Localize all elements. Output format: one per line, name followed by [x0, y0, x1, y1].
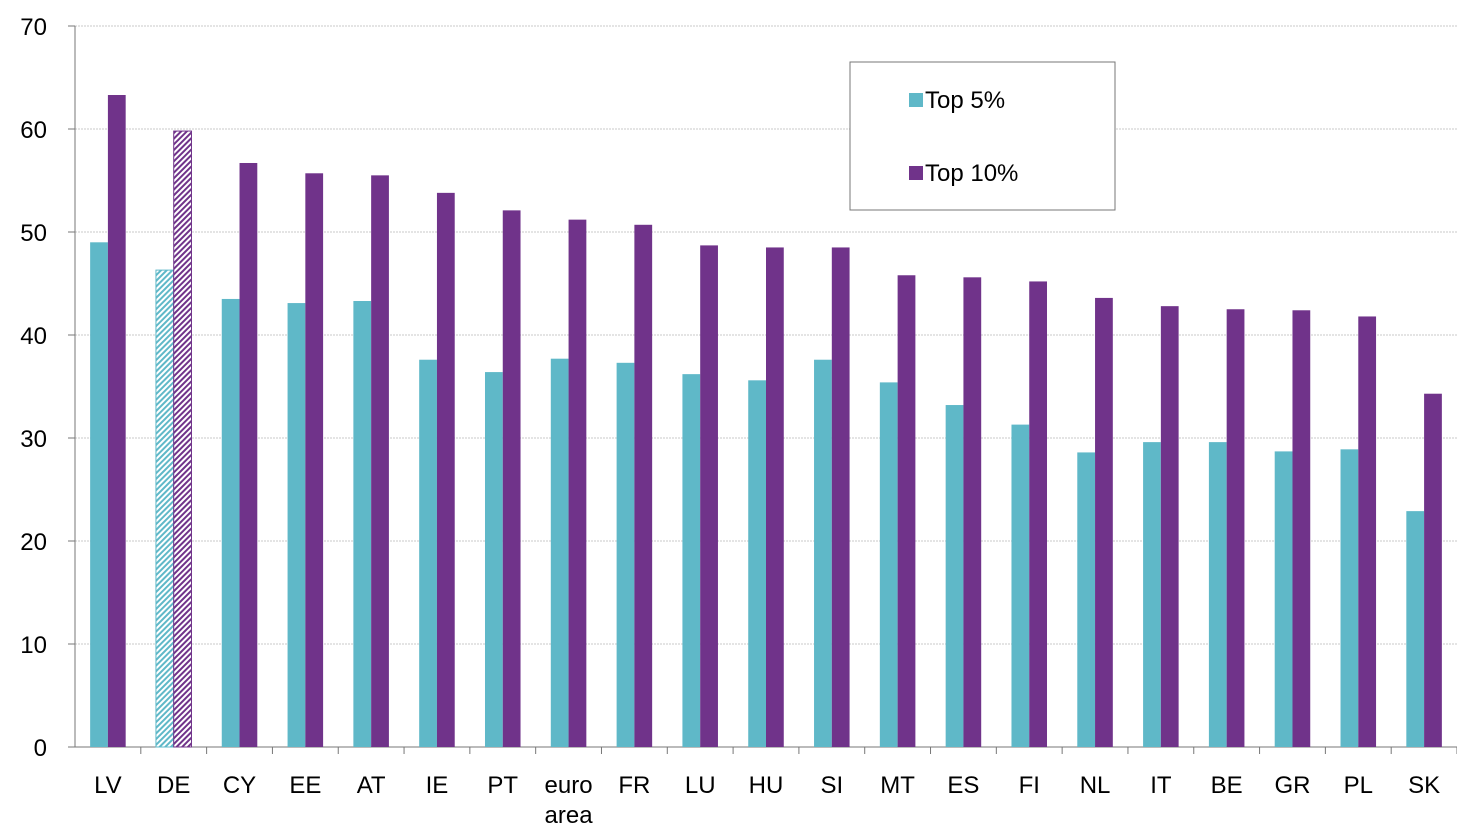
bar — [1077, 452, 1096, 747]
legend-box — [849, 61, 1116, 211]
legend-swatch — [909, 93, 923, 107]
x-tick-label: LV — [94, 772, 122, 799]
bar — [700, 245, 718, 747]
y-tick-label: 30 — [20, 426, 47, 453]
bar — [107, 95, 126, 747]
bar — [897, 275, 916, 747]
bar — [1226, 309, 1245, 747]
bar — [221, 298, 240, 747]
bar — [1029, 281, 1048, 747]
x-tick-label: PL — [1344, 772, 1373, 799]
legend-label: Top 5% — [925, 87, 1005, 114]
bar — [1424, 393, 1442, 747]
x-tick-label: MT — [880, 772, 915, 799]
bar — [1292, 310, 1311, 747]
bar — [353, 301, 372, 747]
x-tick-label: FI — [1019, 772, 1040, 799]
bar — [568, 219, 587, 747]
bar — [963, 277, 982, 747]
x-tick-label: SI — [820, 772, 843, 799]
bar — [748, 380, 766, 747]
x-tick-label: GR — [1274, 772, 1310, 799]
y-tick-label: 0 — [34, 735, 47, 762]
bar — [879, 382, 898, 747]
bar — [371, 175, 389, 748]
bar — [616, 362, 635, 747]
bar — [419, 359, 437, 747]
x-tick-label: NL — [1080, 772, 1111, 799]
bar — [1095, 297, 1113, 747]
x-tick-label: SK — [1408, 772, 1440, 799]
bar — [287, 303, 306, 747]
bar — [1208, 442, 1227, 747]
bar — [766, 247, 784, 747]
x-tick-label: HU — [749, 772, 784, 799]
x-tick-label: DE — [157, 772, 190, 799]
bar — [682, 374, 701, 747]
bar — [484, 372, 503, 747]
bar — [502, 210, 521, 747]
bar — [550, 358, 569, 747]
x-tick-label: IT — [1150, 772, 1172, 799]
bar — [173, 130, 192, 748]
bar — [239, 162, 258, 748]
bar — [305, 173, 324, 748]
bar — [1358, 316, 1377, 747]
x-tick-label: AT — [357, 772, 386, 799]
y-tick-label: 70 — [20, 14, 47, 41]
bar — [1274, 451, 1293, 747]
x-tick-label: euro area — [545, 772, 594, 829]
x-tick-label: CY — [223, 772, 256, 799]
y-tick-label: 50 — [20, 220, 47, 247]
y-tick-label: 10 — [20, 632, 47, 659]
bar — [814, 359, 832, 747]
bar — [1340, 449, 1359, 747]
y-tick-label: 40 — [20, 323, 47, 350]
bar — [90, 242, 108, 748]
legend-label: Top 10% — [925, 160, 1018, 187]
x-tick-label: LU — [685, 772, 716, 799]
bar — [831, 247, 850, 747]
bar — [1406, 511, 1425, 747]
bar — [945, 405, 964, 747]
bar — [436, 192, 455, 748]
bar — [634, 224, 653, 748]
x-tick-label: IE — [426, 772, 449, 799]
x-tick-label: FR — [618, 772, 650, 799]
x-tick-label: BE — [1211, 772, 1243, 799]
bar — [1143, 442, 1161, 747]
x-tick-label: ES — [947, 772, 979, 799]
y-tick-label: 20 — [20, 529, 47, 556]
legend-swatch — [909, 166, 923, 180]
x-tick-label: EE — [289, 772, 321, 799]
x-tick-label: PT — [487, 772, 518, 799]
bar — [155, 269, 175, 748]
bar — [1011, 424, 1030, 747]
y-tick-label: 60 — [20, 117, 47, 144]
bar — [1160, 306, 1179, 747]
